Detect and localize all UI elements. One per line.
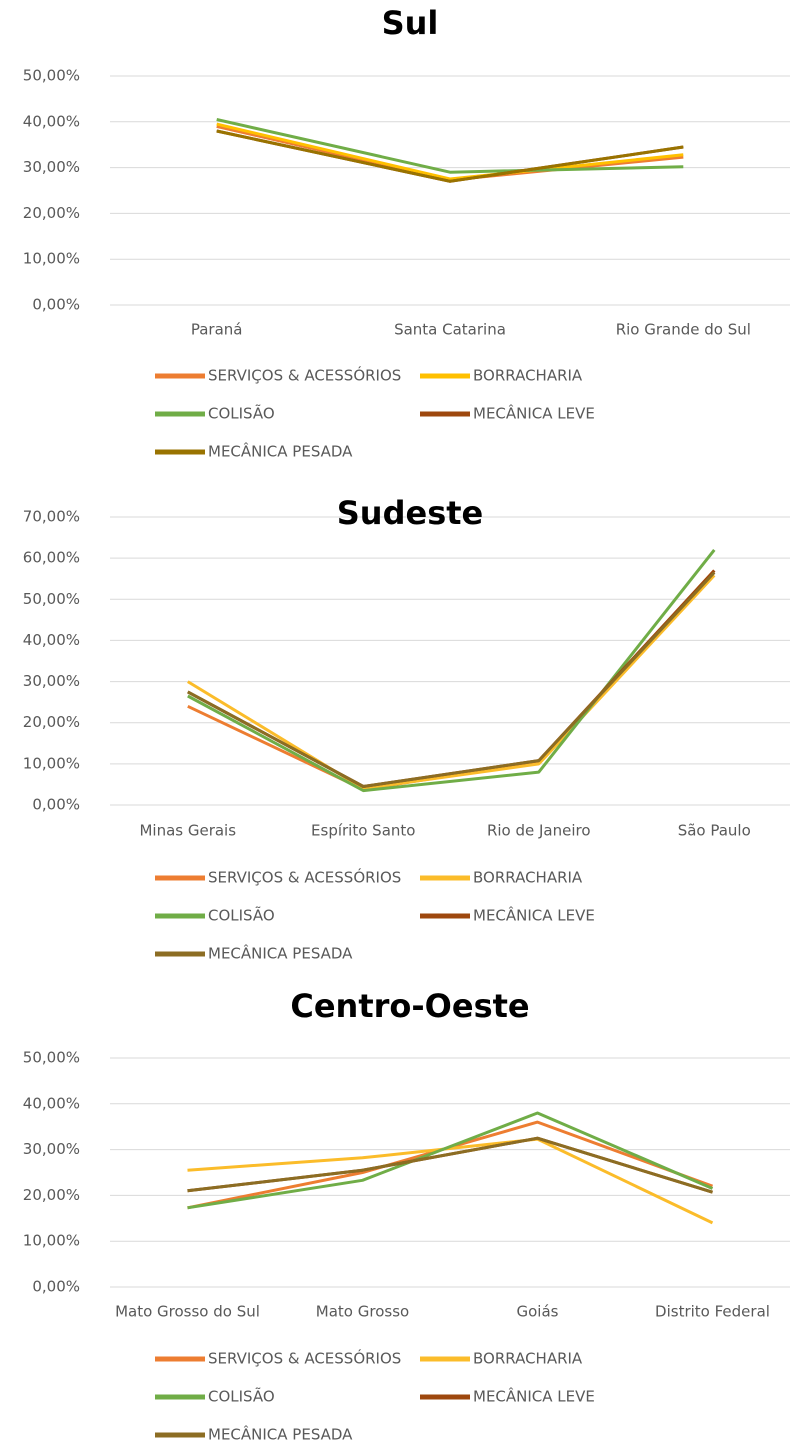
legend-label: SERVIÇOS & ACESSÓRIOS bbox=[208, 868, 401, 887]
y-tick-label: 20,00% bbox=[23, 204, 80, 222]
y-tick-label: 20,00% bbox=[23, 713, 80, 731]
legend-label: COLISÃO bbox=[208, 1387, 275, 1406]
series-line bbox=[187, 1136, 713, 1194]
y-tick-label: 40,00% bbox=[23, 631, 80, 649]
x-tick-label: Paraná bbox=[191, 321, 243, 339]
y-tick-label: 50,00% bbox=[23, 1049, 80, 1067]
x-tick-label: Mato Grosso do Sul bbox=[115, 1303, 260, 1321]
chart-title: Centro-Oeste bbox=[290, 987, 529, 1025]
y-tick-label: 70,00% bbox=[23, 508, 80, 526]
series-line bbox=[216, 122, 684, 181]
x-tick-label: Espírito Santo bbox=[311, 822, 415, 840]
x-tick-label: Distrito Federal bbox=[655, 1303, 770, 1321]
legend-label: BORRACHARIA bbox=[473, 869, 583, 887]
y-tick-label: 60,00% bbox=[23, 549, 80, 567]
x-tick-label: Mato Grosso bbox=[316, 1303, 409, 1321]
series-line bbox=[216, 129, 684, 183]
x-tick-label: Rio de Janeiro bbox=[487, 822, 591, 840]
x-tick-label: Santa Catarina bbox=[394, 321, 506, 339]
chart-title: Sul bbox=[382, 4, 439, 42]
y-tick-label: 50,00% bbox=[23, 590, 80, 608]
y-tick-label: 10,00% bbox=[23, 1232, 80, 1250]
legend-label: SERVIÇOS & ACESSÓRIOS bbox=[208, 366, 401, 385]
series-line bbox=[216, 118, 684, 174]
legend-label: COLISÃO bbox=[208, 906, 275, 925]
y-tick-label: 30,00% bbox=[23, 158, 80, 176]
y-tick-label: 10,00% bbox=[23, 250, 80, 268]
legend-label: COLISÃO bbox=[208, 404, 275, 423]
legend-label: MECÂNICA PESADA bbox=[208, 944, 353, 963]
y-tick-label: 0,00% bbox=[32, 1278, 80, 1296]
legend-label: BORRACHARIA bbox=[473, 1350, 583, 1368]
y-tick-label: 50,00% bbox=[23, 67, 80, 85]
x-tick-label: Minas Gerais bbox=[139, 822, 236, 840]
y-tick-label: 0,00% bbox=[32, 296, 80, 314]
series-line bbox=[187, 569, 716, 791]
series-line bbox=[187, 571, 716, 788]
legend-label: MECÂNICA LEVE bbox=[473, 404, 595, 423]
y-tick-label: 10,00% bbox=[23, 754, 80, 772]
y-tick-label: 30,00% bbox=[23, 1140, 80, 1158]
legend-label: MECÂNICA LEVE bbox=[473, 1387, 595, 1406]
legend-label: SERVIÇOS & ACESSÓRIOS bbox=[208, 1349, 401, 1368]
y-tick-label: 0,00% bbox=[32, 796, 80, 814]
legend-label: MECÂNICA PESADA bbox=[208, 1425, 353, 1444]
legend-label: BORRACHARIA bbox=[473, 367, 583, 385]
x-tick-label: Goiás bbox=[517, 1303, 559, 1321]
x-tick-label: Rio Grande do Sul bbox=[616, 321, 751, 339]
series-line bbox=[187, 574, 716, 790]
chart-title: Sudeste bbox=[337, 494, 483, 532]
legend-label: MECÂNICA PESADA bbox=[208, 442, 353, 461]
series-line bbox=[187, 569, 716, 788]
series-line bbox=[187, 1111, 714, 1210]
y-tick-label: 20,00% bbox=[23, 1186, 80, 1204]
legend-label: MECÂNICA LEVE bbox=[473, 906, 595, 925]
y-tick-label: 40,00% bbox=[23, 1094, 80, 1112]
y-tick-label: 30,00% bbox=[23, 672, 80, 690]
x-tick-label: São Paulo bbox=[678, 822, 751, 840]
series-line bbox=[187, 548, 716, 793]
series-line bbox=[187, 1137, 714, 1225]
y-tick-label: 40,00% bbox=[23, 112, 80, 130]
